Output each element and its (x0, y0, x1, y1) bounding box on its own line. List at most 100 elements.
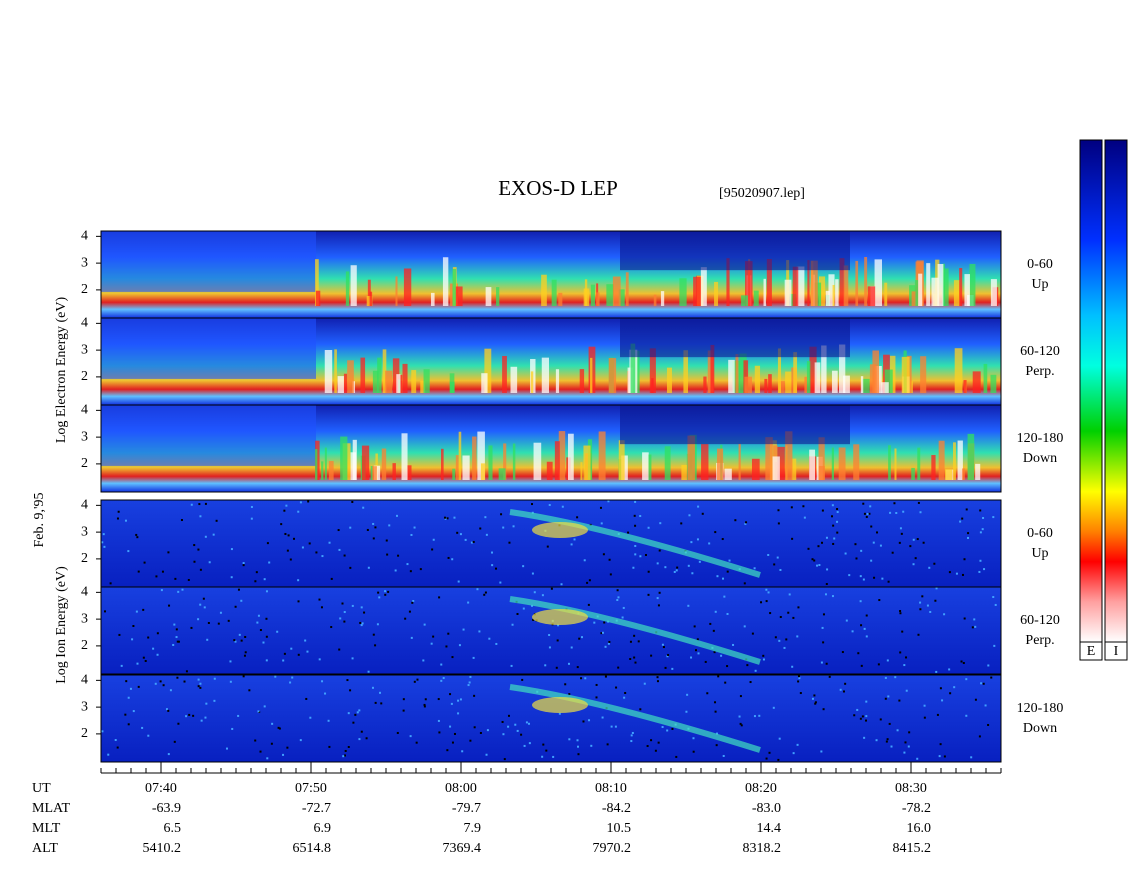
spectrogram-texture (865, 700, 868, 703)
spectrogram-texture (507, 714, 510, 717)
spectrogram-texture (899, 612, 902, 615)
spectrogram-texture (420, 380, 426, 393)
spectrogram-texture (457, 699, 460, 702)
spectrogram-texture (514, 723, 517, 726)
spectrogram-texture (867, 286, 876, 306)
spectrogram-texture (785, 638, 788, 641)
spectrogram-texture (437, 698, 440, 701)
spectrogram-texture (825, 662, 828, 665)
ephemeris-label: MLAT (32, 801, 71, 816)
spectrogram-texture (440, 679, 443, 682)
spectrogram-texture (739, 695, 742, 698)
spectrogram-texture (825, 583, 828, 586)
spectrogram-texture (282, 753, 285, 756)
ephemeris-value: 7369.4 (443, 841, 482, 856)
spectrogram-texture (386, 553, 389, 556)
spectrogram-texture (625, 272, 629, 306)
spectrogram-texture (890, 745, 893, 748)
spectrogram-texture (523, 744, 526, 747)
spectrogram-texture (190, 626, 193, 629)
spectrogram-texture (778, 381, 785, 393)
spectrogram-texture (783, 646, 786, 649)
spectrogram-texture (532, 697, 588, 713)
spectrogram-texture (546, 461, 553, 480)
y-tick-label: 3 (81, 342, 88, 357)
spectrogram-texture (671, 667, 674, 670)
spectrogram-texture (555, 369, 560, 393)
spectrogram-texture (765, 757, 768, 760)
spectrogram-texture (601, 716, 604, 719)
spectrogram-texture (347, 360, 354, 393)
spectrogram-texture (472, 540, 475, 543)
spectrogram-texture (135, 533, 138, 536)
spectrogram-texture (372, 633, 375, 636)
spectrogram-texture (616, 599, 619, 602)
spectrogram-texture (948, 571, 951, 574)
spectrogram-texture (167, 551, 170, 554)
spectrogram-texture (416, 678, 419, 681)
spectrogram-texture (633, 634, 636, 637)
spectrogram-texture (350, 452, 356, 480)
spectrogram-texture (863, 627, 866, 630)
spectrogram-texture (297, 600, 300, 603)
spectrogram-texture (842, 690, 845, 693)
spectrogram-texture (917, 633, 920, 636)
spectrogram-texture (371, 686, 374, 689)
spectrogram-texture (616, 589, 619, 592)
spectrogram-texture (101, 231, 316, 292)
ephemeris-value: 6.9 (314, 821, 332, 836)
spectrogram-texture (593, 621, 596, 624)
spectrogram-texture (777, 348, 782, 393)
spectrogram-texture (811, 697, 814, 700)
spectrogram-texture (230, 576, 233, 579)
spectrogram-texture (183, 680, 186, 683)
spectrogram-texture (869, 364, 877, 393)
spectrogram-texture (653, 294, 657, 306)
spectrogram-texture (791, 665, 794, 668)
spectrogram-texture (409, 570, 412, 573)
spectrogram-texture (618, 289, 625, 306)
y-tick-label: 4 (81, 316, 88, 331)
spectrogram-texture (374, 526, 377, 529)
spectrogram-texture (118, 633, 121, 636)
spectrogram-texture (969, 263, 976, 306)
spectrogram-texture (860, 664, 863, 667)
spectrogram-texture (270, 742, 273, 745)
spectrogram-texture (453, 732, 456, 735)
spectrogram-texture (639, 515, 642, 518)
ephemeris-value: -78.2 (902, 801, 931, 816)
spectrogram-texture (408, 610, 411, 613)
spectrogram-texture (866, 513, 869, 516)
spectrogram-texture (143, 561, 146, 564)
ephemeris-label: MLT (32, 821, 61, 836)
spectrogram-texture (980, 682, 983, 685)
spectrogram-texture (455, 455, 459, 480)
spectrogram-texture (860, 624, 863, 627)
spectrogram-texture (697, 505, 700, 508)
y-tick-label: 2 (81, 638, 88, 653)
spectrogram-texture (905, 689, 908, 692)
spectrogram-texture (714, 610, 717, 613)
spectrogram-texture (395, 514, 398, 517)
spectrogram-texture (979, 509, 982, 512)
spectrogram-texture (340, 436, 348, 480)
spectrogram-texture (816, 564, 819, 567)
spectrogram-texture (921, 595, 924, 598)
spectrogram-texture (159, 680, 162, 683)
spectrogram-texture (926, 263, 931, 306)
spectrogram-texture (666, 655, 669, 658)
spectrogram-texture (778, 639, 781, 642)
spectrogram-texture (577, 745, 580, 748)
spectrogram-texture (763, 278, 766, 306)
spectrogram-texture (564, 683, 567, 686)
spectrogram-texture (306, 650, 309, 653)
spectrogram-texture (743, 582, 746, 585)
spectrogram-texture (582, 720, 585, 723)
spectrogram-texture (836, 507, 839, 510)
spectrogram-texture (693, 625, 696, 628)
spectrogram-texture (822, 613, 825, 616)
spectrogram-texture (199, 682, 202, 685)
spectrogram-texture (687, 435, 695, 480)
spectrogram-texture (802, 505, 805, 508)
spectrogram-texture (828, 675, 831, 678)
